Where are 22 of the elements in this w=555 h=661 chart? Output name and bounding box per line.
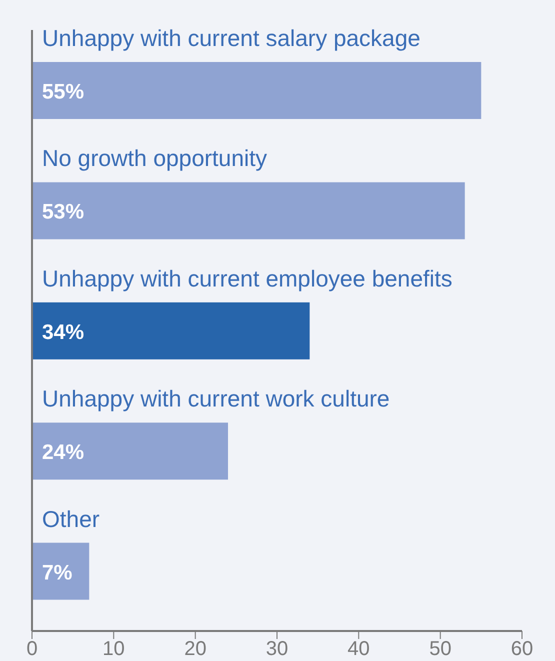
y-tick-label: Unhappy with current salary package [42, 25, 420, 51]
x-tick-label: 60 [510, 638, 534, 660]
data-label: 24% [42, 441, 84, 464]
x-tick-label: 50 [429, 638, 452, 660]
bar [32, 542, 90, 600]
data-label: 34% [42, 320, 84, 344]
data-label: 7% [42, 561, 73, 584]
y-tick-label: Unhappy with current work culture [42, 386, 390, 412]
x-tick-label: 40 [348, 638, 370, 660]
x-tick-label: 0 [26, 638, 38, 660]
bar [32, 302, 310, 360]
x-tick-label: 10 [102, 638, 125, 660]
bar [32, 182, 465, 240]
y-tick-label: Other [42, 506, 100, 532]
bar [32, 422, 228, 480]
y-tick-label: No growth opportunity [42, 145, 268, 172]
data-label: 53% [42, 200, 84, 224]
x-tick-label: 20 [184, 638, 206, 660]
data-label: 55% [42, 80, 84, 104]
bar [32, 62, 482, 119]
y-tick-label: Unhappy with current employee benefits [42, 265, 452, 292]
x-tick-label: 30 [266, 638, 288, 660]
